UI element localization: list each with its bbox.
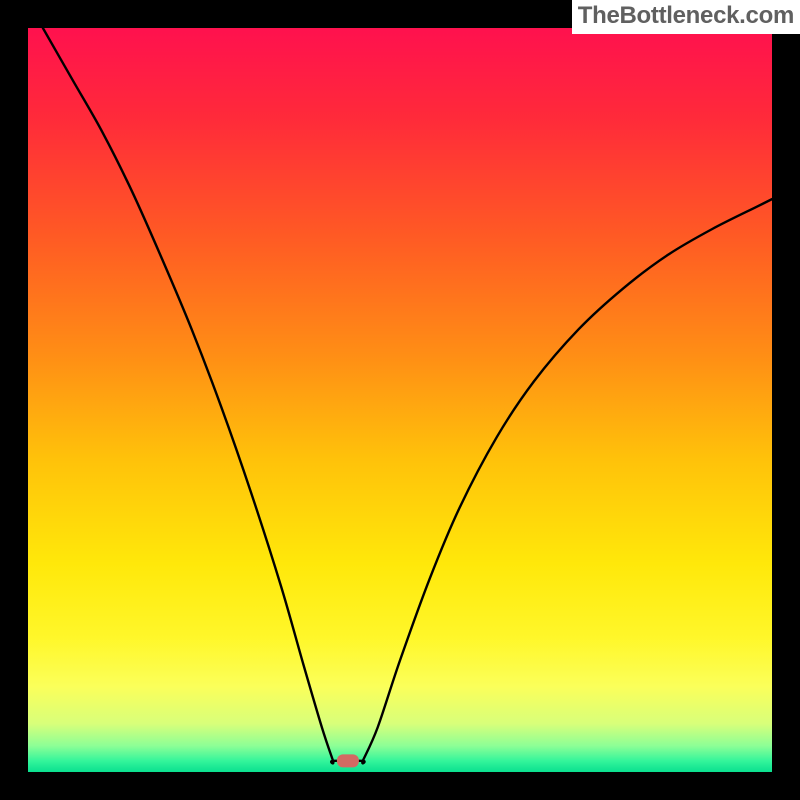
optimal-point-marker [337, 754, 359, 767]
page-root: TheBottleneck.com [0, 0, 800, 800]
bottleneck-chart [0, 0, 800, 800]
attribution-watermark: TheBottleneck.com [572, 0, 800, 34]
